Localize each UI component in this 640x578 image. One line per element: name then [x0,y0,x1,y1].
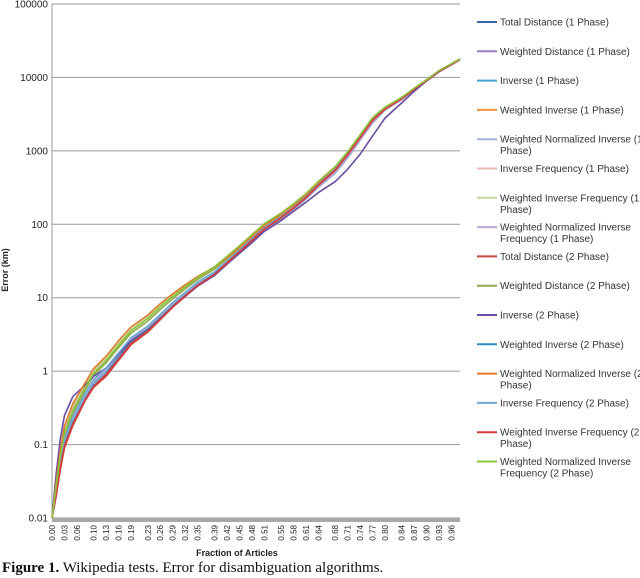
series-line [51,58,461,519]
legend-label: Inverse (2 Phase) [500,311,579,322]
legend-label: Weighted Inverse Frequency (1 Phase) [500,193,640,216]
legend-label: Weighted Normalized Inverse (1 Phase) [500,135,640,158]
x-tick-label: 0.19 [127,524,136,540]
legend-item: Weighted Distance (1 Phase) [477,47,630,58]
legend-item: Weighted Distance (2 Phase) [477,281,630,292]
x-tick-label: 0.71 [344,524,353,540]
series-line [51,58,461,519]
legend-label: Weighted Normalized Inverse (2 Phase) [500,369,640,392]
series-line [51,58,461,519]
legend-item: Weighted Inverse Frequency (1 Phase) [477,193,640,216]
figure-caption: Figure 1. Wikipedia tests. Error for dis… [2,560,383,577]
legend-item: Inverse Frequency (2 Phase) [477,398,629,409]
x-tick-label: 0.10 [90,524,99,540]
legend-item: Total Distance (1 Phase) [477,18,609,29]
x-tick-label: 0.39 [210,524,219,540]
legend-label: Weighted Distance (2 Phase) [500,281,630,292]
y-axis-title: Error (km) [0,248,10,292]
series-line [51,58,461,519]
series-line [51,58,461,519]
x-tick-label: 0.58 [289,524,298,540]
x-tick-label: 0.00 [48,524,57,540]
x-tick-label: 0.61 [302,524,311,540]
x-tick-label: 0.77 [369,524,378,540]
series-lines [51,58,461,519]
series-line [51,58,461,519]
series-line [51,58,461,519]
x-tick-label: 0.74 [356,524,365,540]
legend: Total Distance (1 Phase) Weighted Distanc… [477,18,640,480]
y-axis-ticks: 0.01 0.1 1 10 100 1000 10000 100000 [15,0,49,525]
legend-label: Weighted Normalized Inverse Frequency (2 … [500,457,631,480]
figure-label: Figure 1. [2,560,60,576]
series-line [51,58,461,519]
x-axis-ticks: 0.00 0.03 0.06 0.10 0.13 0.16 0.19 0.23 0.26 0.29… [48,524,457,540]
legend-label: Weighted Normalized Inverse Frequency (1 … [500,223,631,246]
x-tick-label: 0.90 [423,524,432,540]
legend-item: Weighted Normalized Inverse (2 Phase) [477,369,640,392]
series-line [51,58,461,519]
x-tick-label: 0.23 [144,524,153,540]
legend-item: Inverse (2 Phase) [477,311,579,322]
x-tick-label: 0.16 [115,524,124,540]
y-tick-label: 10000 [20,73,48,84]
y-tick-label: 0.01 [29,514,49,525]
series-line [51,58,461,519]
legend-label: Inverse Frequency (1 Phase) [500,164,629,175]
legend-item: Inverse Frequency (1 Phase) [477,164,629,175]
legend-label: Weighted Inverse Frequency (2 Phase) [500,428,640,451]
legend-label: Weighted Distance (1 Phase) [500,47,630,58]
series-line [51,58,461,519]
x-tick-label: 0.80 [381,524,390,540]
legend-item: Weighted Normalized Inverse (1 Phase) [477,135,640,158]
legend-item: Inverse (1 Phase) [477,76,579,87]
gridlines [51,3,460,522]
legend-item: Total Distance (2 Phase) [477,252,609,263]
series-line [51,58,461,519]
x-tick-label: 0.93 [435,524,444,540]
y-tick-label: 1 [42,367,48,378]
x-axis-title: Fraction of Articles [196,548,278,558]
x-tick-label: 0.26 [156,524,165,540]
x-tick-label: 0.64 [314,524,323,540]
x-tick-label: 0.06 [73,524,82,540]
y-tick-label: 0.1 [34,440,48,451]
legend-label: Total Distance (2 Phase) [500,252,609,263]
x-tick-label: 0.48 [248,524,257,540]
x-tick-label: 0.03 [60,524,69,540]
legend-item: Weighted Normalized Inverse Frequency (2 … [477,457,631,480]
x-tick-label: 0.68 [331,524,340,540]
y-tick-label: 1000 [26,146,49,157]
x-tick-label: 0.32 [181,524,190,540]
y-tick-label: 100 [31,220,48,231]
x-tick-label: 0.96 [448,524,457,540]
legend-item: Weighted Inverse (2 Phase) [477,340,624,351]
x-tick-label: 0.42 [223,524,232,540]
x-tick-label: 0.35 [194,524,203,540]
x-tick-label: 0.45 [235,524,244,540]
x-tick-label: 0.51 [260,524,269,540]
legend-label: Total Distance (1 Phase) [500,18,609,29]
legend-label: Weighted Inverse (1 Phase) [500,105,624,116]
series-line [51,58,461,519]
series-line [51,58,461,519]
legend-item: Weighted Inverse Frequency (2 Phase) [477,428,640,451]
figure-caption-text: Wikipedia tests. Error for disambiguatio… [62,560,384,576]
x-tick-label: 0.87 [410,524,419,540]
x-tick-label: 0.29 [169,524,178,540]
y-tick-label: 100000 [15,0,49,11]
legend-label: Inverse Frequency (2 Phase) [500,398,629,409]
legend-item: Weighted Normalized Inverse Frequency (1 … [477,223,631,246]
x-tick-label: 0.13 [102,524,111,540]
x-tick-label: 0.84 [398,524,407,540]
legend-label: Inverse (1 Phase) [500,76,579,87]
x-axis-band [52,518,460,522]
x-tick-label: 0.55 [277,524,286,540]
series-line [51,58,461,519]
y-tick-label: 10 [37,293,49,304]
legend-item: Weighted Inverse (1 Phase) [477,105,624,116]
series-line [51,58,461,519]
legend-label: Weighted Inverse (2 Phase) [500,340,624,351]
